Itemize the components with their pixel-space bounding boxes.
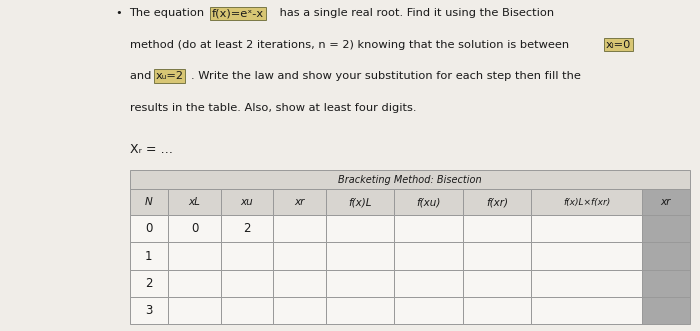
Bar <box>326 215 394 242</box>
Bar <box>168 242 220 270</box>
Text: f(xr): f(xr) <box>486 197 508 207</box>
Text: f(x)L: f(x)L <box>349 197 372 207</box>
Bar <box>531 297 642 324</box>
Text: N: N <box>145 197 153 207</box>
Bar <box>394 215 463 242</box>
Bar <box>394 189 463 215</box>
Text: and: and <box>130 71 155 81</box>
Text: method (do at least 2 iterations, n = 2) knowing that the solution is between: method (do at least 2 iterations, n = 2)… <box>130 40 573 50</box>
Bar <box>642 270 690 297</box>
Bar <box>326 242 394 270</box>
Bar <box>130 189 168 215</box>
Bar <box>463 215 531 242</box>
Bar <box>463 242 531 270</box>
Bar <box>463 270 531 297</box>
Text: 0: 0 <box>191 222 198 235</box>
Text: xₗ=0: xₗ=0 <box>606 40 631 50</box>
Bar <box>273 215 326 242</box>
Text: has a single real root. Find it using the Bisection: has a single real root. Find it using th… <box>276 8 554 18</box>
Bar <box>531 270 642 297</box>
Bar <box>130 170 690 189</box>
Text: 1: 1 <box>145 250 153 262</box>
Text: . Write the law and show your substitution for each step then fill the: . Write the law and show your substituti… <box>191 71 581 81</box>
Bar <box>168 189 220 215</box>
Bar <box>220 242 273 270</box>
Bar <box>168 215 220 242</box>
Text: 2: 2 <box>145 277 153 290</box>
Bar <box>130 242 168 270</box>
Text: xr: xr <box>294 197 304 207</box>
Bar <box>220 297 273 324</box>
Text: Bracketing Method: Bisection: Bracketing Method: Bisection <box>337 175 482 185</box>
Bar <box>273 297 326 324</box>
Text: f(xu): f(xu) <box>416 197 441 207</box>
Bar <box>130 297 168 324</box>
Bar <box>326 189 394 215</box>
Bar <box>463 189 531 215</box>
Text: 0: 0 <box>145 222 153 235</box>
Bar <box>326 270 394 297</box>
Bar <box>273 242 326 270</box>
Bar <box>642 242 690 270</box>
Bar <box>531 189 642 215</box>
Bar <box>168 297 220 324</box>
Bar <box>642 297 690 324</box>
Bar <box>394 270 463 297</box>
Text: The equation: The equation <box>130 8 209 18</box>
Bar <box>326 297 394 324</box>
Bar <box>394 242 463 270</box>
Text: •: • <box>116 8 122 18</box>
Text: results in the table. Also, show at least four digits.: results in the table. Also, show at leas… <box>130 103 416 113</box>
Bar <box>642 215 690 242</box>
Bar <box>273 270 326 297</box>
Text: f(x)=eˣ-x: f(x)=eˣ-x <box>212 8 264 18</box>
Bar <box>273 189 326 215</box>
Bar <box>531 242 642 270</box>
Bar <box>220 189 273 215</box>
Text: 2: 2 <box>243 222 251 235</box>
Bar <box>220 270 273 297</box>
Bar <box>531 215 642 242</box>
Text: xL: xL <box>188 197 200 207</box>
Bar <box>642 189 690 215</box>
Bar <box>394 297 463 324</box>
Bar <box>220 215 273 242</box>
Bar <box>168 270 220 297</box>
Text: f(x)L×f(xr): f(x)L×f(xr) <box>563 198 610 207</box>
Text: xr: xr <box>661 197 671 207</box>
Text: xu: xu <box>241 197 253 207</box>
Text: 3: 3 <box>145 304 153 317</box>
Text: Xᵣ = …: Xᵣ = … <box>130 144 172 157</box>
Bar <box>463 297 531 324</box>
Bar <box>130 270 168 297</box>
Text: xᵤ=2: xᵤ=2 <box>155 71 183 81</box>
Bar <box>130 215 168 242</box>
